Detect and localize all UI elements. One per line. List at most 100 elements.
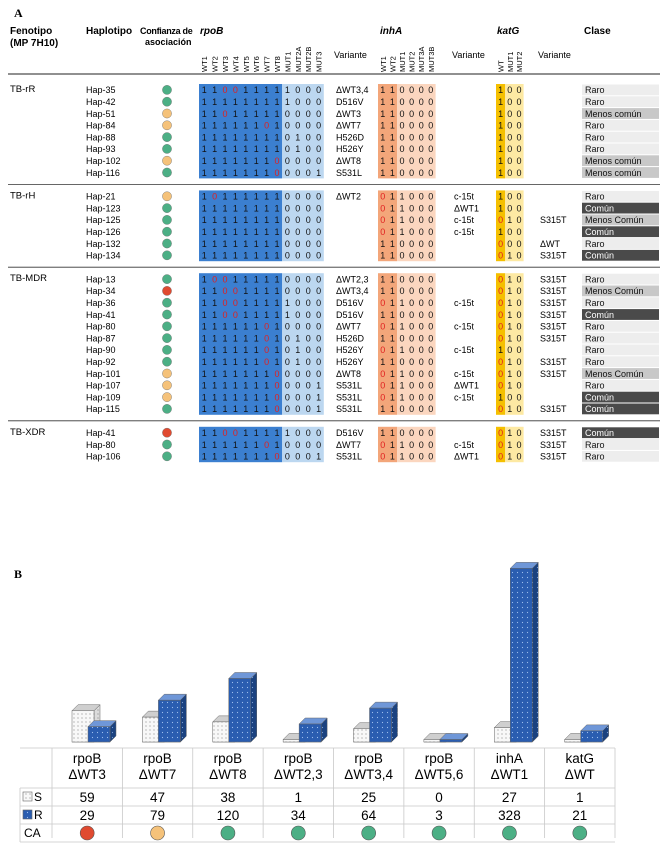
probe-cell: 0	[419, 203, 424, 213]
probe-cell: 1	[380, 357, 385, 367]
probe-cell: 0	[507, 144, 512, 154]
probe-cell: 1	[243, 381, 248, 391]
clase-cell	[582, 202, 659, 214]
probe-cell: 1	[274, 357, 279, 367]
probe-cell: 0	[285, 322, 290, 332]
header-rpoB: rpoB	[200, 26, 223, 37]
inhA-variant: ΔWT1	[454, 452, 479, 462]
probe-cell: 0	[516, 168, 521, 178]
probe-cell: 0	[295, 310, 300, 320]
probe-cell: 1	[254, 345, 259, 355]
probe-cell: 1	[233, 156, 238, 166]
probe-cell: 1	[233, 345, 238, 355]
probe-cell: 0	[419, 85, 424, 95]
header-clase: Clase	[584, 26, 611, 37]
probe-cell: 0	[316, 227, 321, 237]
clase-cell	[582, 214, 659, 226]
clase-label: Común	[585, 428, 614, 438]
probe-cell: 1	[254, 121, 259, 131]
probe-cell: 1	[233, 132, 238, 142]
probe-cell: 0	[428, 203, 433, 213]
haplotype-label: Hap-123	[86, 203, 121, 213]
ca-dot	[79, 825, 95, 841]
probe-cell: 1	[202, 404, 207, 414]
probe-cell: 0	[274, 369, 279, 379]
confidence-dot	[162, 238, 172, 249]
probe-cell: 1	[202, 428, 207, 438]
header-variante-rpoB: Variante	[334, 50, 367, 60]
rpoB-probe-label: WT7	[263, 56, 272, 72]
clase-cell	[582, 119, 659, 131]
probe-cell: 1	[264, 392, 269, 402]
probe-cell: 0	[295, 298, 300, 308]
probe-cell: 0	[507, 156, 512, 166]
probe-cell: 0	[285, 215, 290, 225]
probe-cell: 0	[316, 85, 321, 95]
probe-cell: 0	[295, 322, 300, 332]
data-label-r: 3	[435, 808, 443, 823]
confidence-dot	[162, 286, 172, 296]
probe-cell: 1	[390, 203, 395, 213]
ca-dot	[291, 825, 306, 841]
probe-cell: 1	[212, 440, 217, 450]
ca-dot	[572, 825, 588, 841]
probe-cell: 0	[306, 156, 311, 166]
probe-cell: 1	[254, 452, 259, 462]
confidence-dot	[162, 321, 172, 332]
probe-cell: 1	[212, 381, 217, 391]
clase-label: Menos Común	[585, 215, 644, 225]
probe-cell: 0	[516, 404, 521, 414]
data-label-s: 27	[502, 790, 517, 805]
rpoB-mut-block	[282, 190, 324, 262]
haplotype-label: Hap-102	[86, 156, 121, 166]
clase-cell	[582, 379, 659, 391]
rpoB-variant: D516V	[336, 97, 364, 107]
inhA-probe-label: WT2	[388, 56, 397, 72]
category-label-variant: ΔWT2,3	[274, 767, 323, 782]
probe-cell: 1	[390, 97, 395, 107]
probe-cell: 1	[243, 428, 248, 438]
probe-cell: 0	[409, 97, 414, 107]
probe-cell: 1	[233, 369, 238, 379]
probe-cell: 1	[212, 322, 217, 332]
probe-cell: 0	[507, 85, 512, 95]
haplotype-table: WT1 WT2 WT3 WT4 WT5 WT6 WT7 WT8 MUT1 MUT2A MUT2B MU…	[8, 47, 660, 463]
probe-cell: 1	[233, 97, 238, 107]
probe-cell: 0	[306, 286, 311, 296]
probe-cell: 0	[316, 286, 321, 296]
confidence-dot	[162, 345, 172, 355]
probe-cell: 1	[202, 440, 207, 450]
probe-cell: 1	[243, 404, 248, 414]
confidence-dot	[162, 191, 172, 202]
probe-cell: 0	[507, 109, 512, 119]
probe-cell: 1	[222, 132, 227, 142]
katG-variant: S315T	[540, 357, 567, 367]
clase-cell	[582, 344, 659, 356]
probe-cell: 1	[399, 369, 404, 379]
probe-cell: 0	[419, 109, 424, 119]
clase-cell	[582, 391, 659, 403]
inhA-mut-block	[397, 84, 436, 179]
confidence-dot	[162, 356, 172, 367]
probe-cell: 0	[306, 239, 311, 249]
probe-cell: 1	[498, 97, 503, 107]
probe-cell: 0	[399, 109, 404, 119]
category-label-variant: ΔWT3,4	[344, 767, 393, 782]
haplotype-label: Hap-132	[86, 239, 121, 249]
probe-cell: 0	[306, 203, 311, 213]
rpoB-probe-label: WT8	[273, 56, 282, 72]
probe-cell: 0	[419, 121, 424, 131]
probe-cell: 1	[498, 168, 503, 178]
category-label-gene: rpoB	[73, 751, 102, 766]
probe-cell: 0	[399, 251, 404, 261]
probe-cell: 1	[254, 168, 259, 178]
katG-variant: S315T	[540, 286, 567, 296]
probe-cell: 1	[233, 452, 238, 462]
probe-cell: 0	[419, 192, 424, 202]
probe-cell: 1	[316, 392, 321, 402]
probe-cell: 1	[243, 251, 248, 261]
probe-cell: 0	[428, 440, 433, 450]
confidence-dot	[162, 215, 172, 225]
probe-cell: 1	[274, 274, 279, 284]
probe-cell: 0	[212, 192, 217, 202]
